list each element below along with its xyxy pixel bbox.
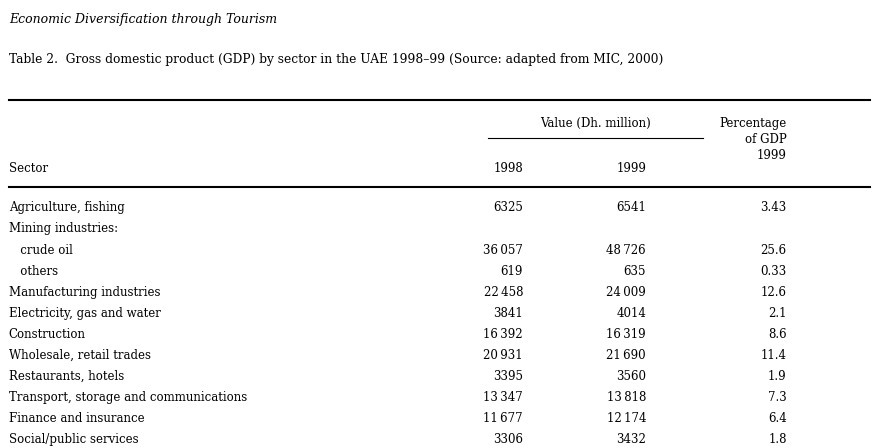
Text: 20 931: 20 931 [483,349,522,362]
Text: 3841: 3841 [493,306,522,319]
Text: Economic Diversification through Tourism: Economic Diversification through Tourism [9,13,277,26]
Text: 48 726: 48 726 [606,244,645,257]
Text: 25.6: 25.6 [759,244,786,257]
Text: others: others [9,265,58,278]
Text: 3.43: 3.43 [759,202,786,215]
Text: 635: 635 [623,265,645,278]
Text: Agriculture, fishing: Agriculture, fishing [9,202,125,215]
Text: 1998: 1998 [493,162,522,175]
Text: 7.3: 7.3 [767,391,786,404]
Text: 1.8: 1.8 [767,433,786,446]
Text: 8.6: 8.6 [767,327,786,340]
Text: Percentage
of GDP
1999: Percentage of GDP 1999 [718,117,786,162]
Text: Value (Dh. million): Value (Dh. million) [540,117,650,130]
Text: 3395: 3395 [493,370,522,383]
Text: Wholesale, retail trades: Wholesale, retail trades [9,349,151,362]
Text: 16 392: 16 392 [483,327,522,340]
Text: 4014: 4014 [615,306,645,319]
Text: 2.1: 2.1 [767,306,786,319]
Text: Social/public services: Social/public services [9,433,138,446]
Text: 3306: 3306 [493,433,522,446]
Text: 619: 619 [500,265,522,278]
Text: 12 174: 12 174 [606,412,645,425]
Text: Restaurants, hotels: Restaurants, hotels [9,370,124,383]
Text: 24 009: 24 009 [606,285,645,298]
Text: 6325: 6325 [493,202,522,215]
Text: 6.4: 6.4 [767,412,786,425]
Text: 6541: 6541 [615,202,645,215]
Text: 1999: 1999 [615,162,645,175]
Text: 13 347: 13 347 [483,391,522,404]
Text: 11 677: 11 677 [483,412,522,425]
Text: 21 690: 21 690 [606,349,645,362]
Text: 16 319: 16 319 [606,327,645,340]
Text: Transport, storage and communications: Transport, storage and communications [9,391,247,404]
Text: Mining industries:: Mining industries: [9,223,118,236]
Text: 36 057: 36 057 [483,244,522,257]
Text: 12.6: 12.6 [759,285,786,298]
Text: 1.9: 1.9 [767,370,786,383]
Text: Sector: Sector [9,162,48,175]
Text: Electricity, gas and water: Electricity, gas and water [9,306,161,319]
Text: 3560: 3560 [615,370,645,383]
Text: Construction: Construction [9,327,86,340]
Text: 13 818: 13 818 [606,391,645,404]
Text: 3432: 3432 [615,433,645,446]
Text: crude oil: crude oil [9,244,73,257]
Text: Manufacturing industries: Manufacturing industries [9,285,160,298]
Text: 22 458: 22 458 [483,285,522,298]
Text: Table 2.  Gross domestic product (GDP) by sector in the UAE 1998–99 (Source: ada: Table 2. Gross domestic product (GDP) by… [9,53,662,66]
Text: Finance and insurance: Finance and insurance [9,412,144,425]
Text: 11.4: 11.4 [759,349,786,362]
Text: 0.33: 0.33 [759,265,786,278]
